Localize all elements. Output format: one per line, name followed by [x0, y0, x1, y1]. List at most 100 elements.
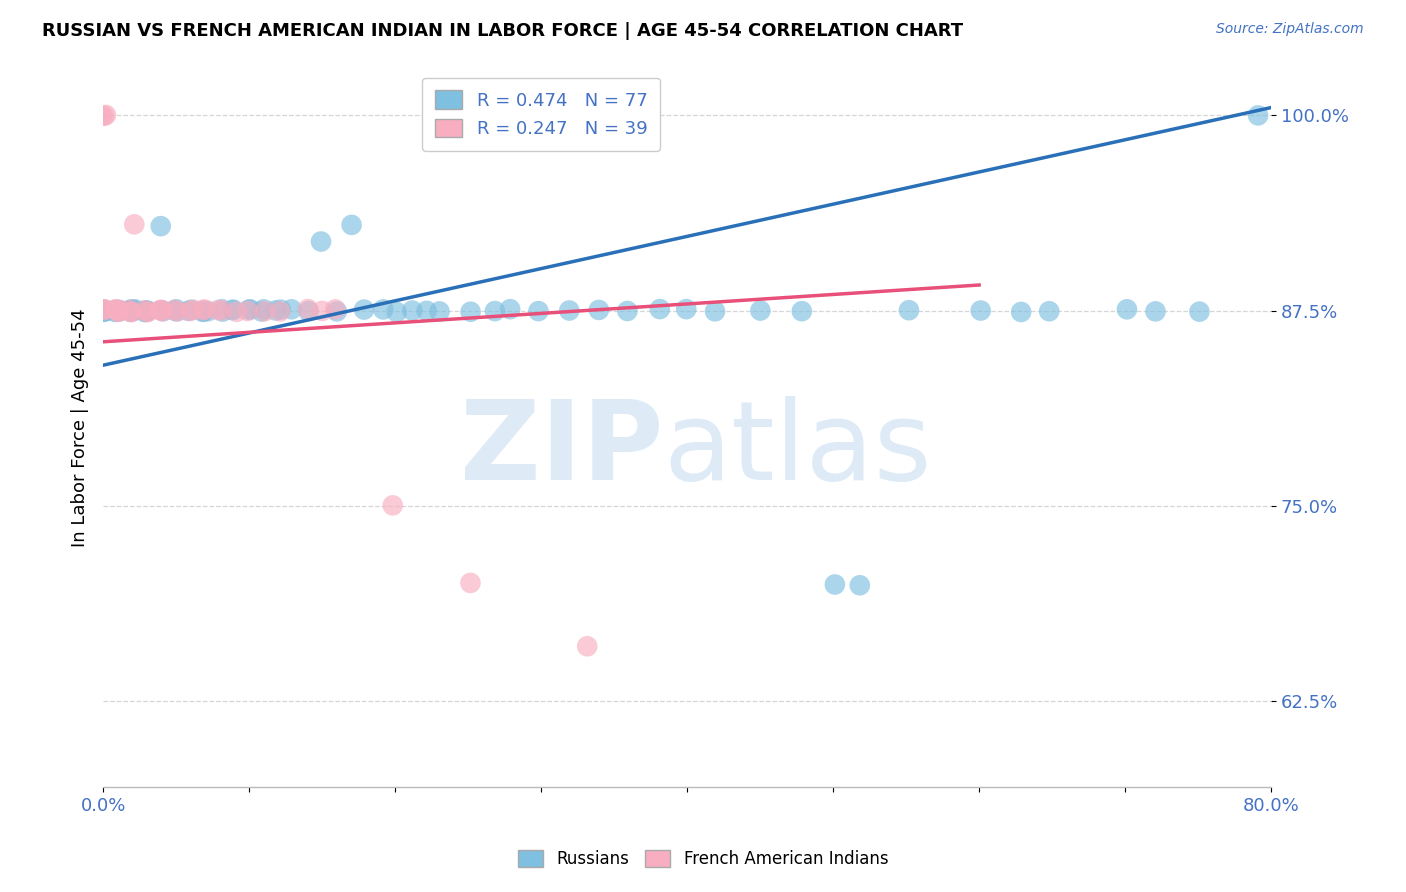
Point [120, 303, 142, 318]
Point [616, 304, 638, 318]
Point [460, 575, 482, 590]
Point [163, 302, 186, 317]
Point [107, 303, 129, 318]
Point [415, 303, 437, 318]
Point [90, 109, 112, 123]
Point [238, 302, 260, 317]
Point [1247, 108, 1270, 122]
Point [93, 305, 115, 319]
Point [1010, 305, 1032, 319]
Point [326, 304, 349, 318]
Point [236, 304, 259, 318]
Point [527, 304, 550, 318]
Point [135, 305, 157, 319]
Point [207, 303, 229, 318]
Point [121, 302, 143, 317]
Point [163, 303, 186, 318]
Point [225, 305, 247, 319]
Point [253, 302, 276, 317]
Point [166, 304, 188, 318]
Point [104, 302, 127, 317]
Point [193, 304, 215, 318]
Point [149, 303, 172, 318]
Point [180, 302, 202, 317]
Point [401, 303, 423, 318]
Point [309, 235, 332, 249]
Point [704, 304, 727, 318]
Point [460, 304, 482, 318]
Point [897, 303, 920, 318]
Point [675, 302, 697, 317]
Point [91, 305, 114, 319]
Point [149, 219, 172, 234]
Point [93, 302, 115, 317]
Point [165, 302, 187, 317]
Point [104, 303, 127, 318]
Point [120, 305, 142, 319]
Point [135, 303, 157, 318]
Point [108, 302, 131, 317]
Point [132, 303, 155, 318]
Legend: Russians, French American Indians: Russians, French American Indians [510, 843, 896, 875]
Point [93, 109, 115, 123]
Text: Source: ZipAtlas.com: Source: ZipAtlas.com [1216, 22, 1364, 37]
Point [211, 302, 233, 317]
Point [152, 304, 174, 318]
Point [193, 303, 215, 318]
Point [124, 302, 146, 317]
Point [136, 303, 159, 318]
Point [221, 303, 243, 318]
Point [120, 302, 142, 317]
Point [1188, 304, 1211, 318]
Point [94, 304, 117, 318]
Point [222, 302, 245, 317]
Point [211, 304, 233, 318]
Point [134, 305, 156, 319]
Point [93, 302, 115, 317]
Legend: R = 0.474   N = 77, R = 0.247   N = 39: R = 0.474 N = 77, R = 0.247 N = 39 [422, 78, 659, 151]
Point [499, 302, 522, 317]
Point [373, 302, 395, 317]
Point [558, 303, 581, 318]
Point [824, 577, 846, 591]
Point [150, 303, 173, 318]
Y-axis label: In Labor Force | Age 45-54: In Labor Force | Age 45-54 [72, 309, 89, 547]
Point [211, 303, 233, 318]
Point [297, 304, 319, 318]
Point [181, 302, 204, 317]
Point [107, 304, 129, 318]
Point [270, 302, 292, 317]
Point [1144, 304, 1167, 318]
Point [94, 108, 117, 122]
Point [250, 304, 273, 318]
Point [197, 304, 219, 318]
Point [104, 305, 127, 319]
Point [311, 304, 333, 318]
Point [105, 302, 128, 317]
Point [166, 304, 188, 318]
Point [90, 302, 112, 317]
Point [790, 304, 813, 318]
Point [484, 304, 506, 318]
Point [749, 303, 772, 318]
Point [1116, 302, 1139, 317]
Point [179, 304, 201, 318]
Point [177, 303, 200, 318]
Point [104, 304, 127, 318]
Point [107, 305, 129, 319]
Point [970, 303, 993, 318]
Point [124, 218, 146, 232]
Point [1038, 304, 1060, 318]
Point [576, 640, 599, 654]
Point [90, 303, 112, 318]
Point [193, 302, 215, 317]
Point [93, 302, 115, 317]
Point [264, 303, 287, 318]
Point [429, 304, 451, 318]
Point [150, 304, 173, 318]
Point [107, 304, 129, 318]
Point [136, 305, 159, 319]
Point [136, 304, 159, 318]
Point [269, 304, 291, 318]
Point [381, 499, 404, 513]
